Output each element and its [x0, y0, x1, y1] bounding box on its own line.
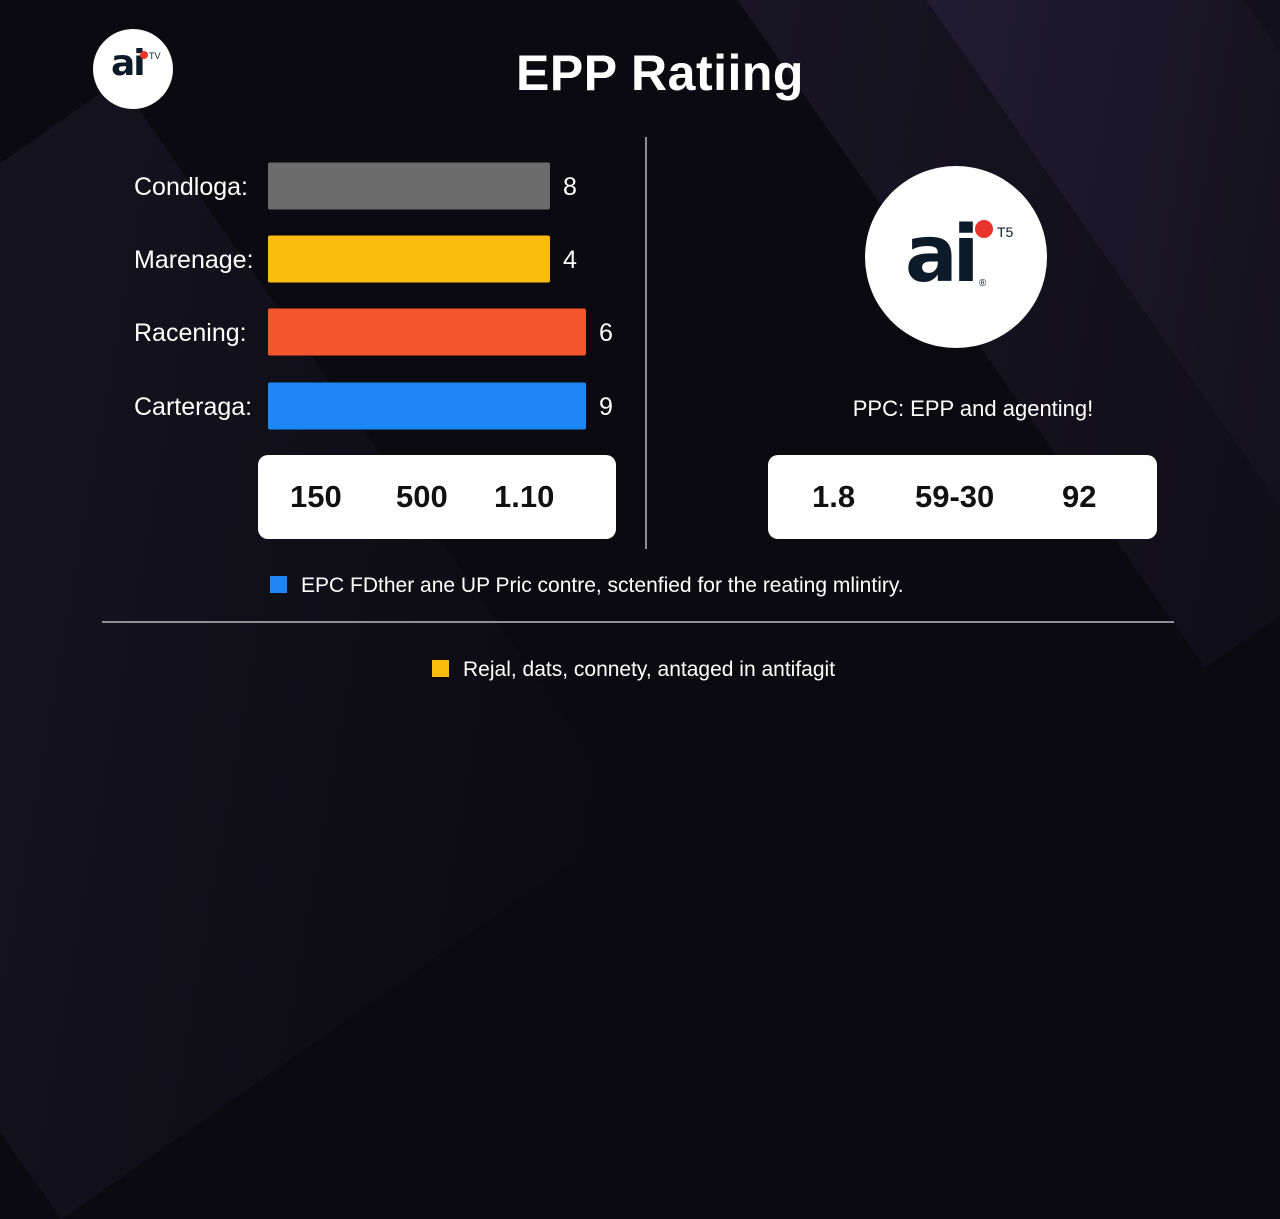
legend-text: Rejal, dats, connety, antaged in antifag…: [463, 658, 836, 681]
legend-item: Rejal, dats, connety, antaged in antifag…: [432, 658, 835, 682]
horizontal-divider: [102, 621, 1174, 623]
stat-value: 1.8: [812, 479, 856, 514]
stat-value: 500: [396, 479, 448, 514]
stat-value: 150: [290, 479, 342, 514]
legend-swatch: [432, 660, 449, 677]
page-title: EPP Ratiing: [516, 45, 804, 101]
bar-category-label: Racening:: [134, 319, 247, 347]
bar: [268, 235, 550, 283]
bar: [268, 382, 586, 430]
bar: [268, 308, 586, 356]
logo-text: ai: [905, 210, 979, 300]
stats-box-left: 150 500 1.10: [258, 455, 616, 539]
logo-superscript: TV: [149, 51, 161, 61]
stats-box-right: 1.8 59-30 92: [768, 455, 1157, 539]
logo-superscript: T5: [997, 224, 1014, 240]
tagline: PPC: EPP and agenting!: [852, 396, 1094, 421]
legend-swatch: [270, 576, 287, 593]
bar-category-label: Carteraga:: [134, 393, 252, 421]
bar-value-label: 4: [563, 246, 577, 274]
stat-value: 59-30: [915, 479, 995, 514]
bar-category-label: Condloga:: [134, 173, 248, 201]
brand-logo-large: ai T5 ®: [865, 166, 1047, 348]
legend-item: EPC FDther ane UP Pric contre, sctenfied…: [270, 574, 904, 598]
stat-value: 92: [1062, 479, 1097, 514]
legend-text: EPC FDther ane UP Pric contre, sctenfied…: [301, 574, 904, 597]
rating-bar-chart: Condloga: 8 Marenage: 4 Racening: 6 Carteraga:…: [134, 162, 613, 430]
bar: [268, 162, 550, 210]
logo-dot: [140, 51, 148, 59]
bar-value-label: 6: [599, 319, 613, 347]
bar-category-label: Marenage:: [134, 246, 254, 274]
bar-value-label: 8: [563, 173, 577, 201]
logo-text: ai: [111, 43, 146, 84]
logo-registered-mark: ®: [979, 278, 987, 289]
bar-value-label: 9: [599, 393, 613, 421]
brand-logo-small: ai TV: [93, 29, 173, 109]
stat-value: 1.10: [494, 479, 555, 514]
vertical-divider: [645, 137, 647, 549]
logo-dot: [975, 220, 993, 238]
